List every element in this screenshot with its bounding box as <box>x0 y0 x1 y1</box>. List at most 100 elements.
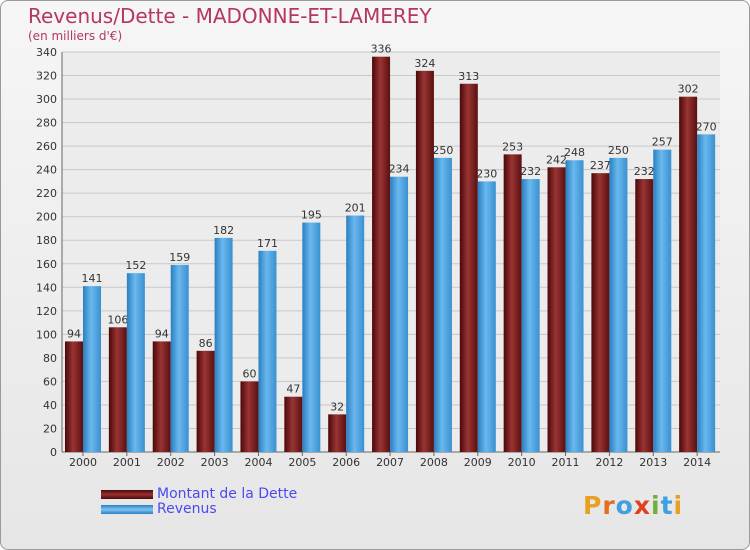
x-tick-label: 2009 <box>464 456 492 469</box>
y-tick-label: 100 <box>36 328 57 341</box>
bar-revenus <box>390 176 409 453</box>
x-tick-label: 2011 <box>552 456 580 469</box>
bar-dette <box>635 179 654 452</box>
data-label-dette: 94 <box>67 327 81 340</box>
x-tick-label: 2008 <box>420 456 448 469</box>
data-label-dette: 232 <box>634 165 655 178</box>
x-tick-label: 2012 <box>595 456 623 469</box>
x-tick-label: 2006 <box>332 456 360 469</box>
bar-dette <box>679 96 698 453</box>
y-tick-label: 0 <box>50 446 57 459</box>
data-label-revenus: 159 <box>169 251 190 264</box>
bar-revenus <box>521 179 540 452</box>
data-label-dette: 106 <box>107 313 128 326</box>
data-label-dette: 253 <box>502 140 523 153</box>
bar-revenus <box>258 250 277 452</box>
data-label-dette: 302 <box>678 83 699 96</box>
data-label-dette: 237 <box>590 159 611 172</box>
legend-swatch-revenus <box>101 505 153 514</box>
data-label-dette: 242 <box>546 153 567 166</box>
x-tick-label: 2001 <box>113 456 141 469</box>
data-label-revenus: 250 <box>432 144 453 157</box>
data-label-revenus: 270 <box>696 120 717 133</box>
bar-dette <box>328 414 347 452</box>
legend-item-dette: Montant de la Dette <box>101 487 297 502</box>
y-tick-label: 180 <box>36 234 57 247</box>
y-tick-label: 300 <box>36 93 57 106</box>
y-tick-label: 220 <box>36 187 57 200</box>
x-tick-label: 2014 <box>683 456 711 469</box>
x-tick-label: 2004 <box>244 456 272 469</box>
data-label-revenus: 141 <box>82 272 103 285</box>
bar-dette <box>415 70 434 452</box>
logo-letter: r <box>602 491 616 520</box>
data-label-revenus: 257 <box>652 136 673 149</box>
y-tick-label: 80 <box>43 352 57 365</box>
x-tick-label: 2010 <box>508 456 536 469</box>
bar-dette <box>547 167 566 452</box>
x-tick-label: 2002 <box>157 456 185 469</box>
legend: Montant de la Dette Revenus <box>101 487 297 517</box>
y-tick-label: 60 <box>43 375 57 388</box>
data-label-revenus: 248 <box>564 146 585 159</box>
chart-subtitle: (en milliers d'€) <box>28 29 123 43</box>
data-label-dette: 86 <box>199 337 213 350</box>
y-tick-label: 40 <box>43 399 57 412</box>
proxiti-logo: Proxiti <box>583 491 683 520</box>
bar-dette <box>284 396 303 452</box>
y-tick-label: 280 <box>36 117 57 130</box>
bar-dette <box>152 341 171 452</box>
bar-dette <box>459 83 478 452</box>
data-label-revenus: 232 <box>520 165 541 178</box>
logo-letter: x <box>633 491 651 520</box>
data-label-dette: 324 <box>414 57 435 70</box>
data-label-revenus: 152 <box>125 259 146 272</box>
bar-dette <box>503 154 522 452</box>
data-label-dette: 313 <box>458 70 479 83</box>
data-label-revenus: 201 <box>345 202 366 215</box>
y-tick-label: 160 <box>36 258 57 271</box>
bar-revenus <box>565 160 584 452</box>
bar-revenus <box>609 157 628 452</box>
bar-dette <box>240 381 259 452</box>
bar-revenus <box>697 134 716 452</box>
data-label-revenus: 182 <box>213 224 234 237</box>
legend-item-revenus: Revenus <box>101 502 297 517</box>
y-tick-label: 200 <box>36 211 57 224</box>
bar-revenus <box>302 222 321 452</box>
data-label-dette: 60 <box>242 367 256 380</box>
data-label-dette: 47 <box>286 383 300 396</box>
legend-swatch-dette <box>101 490 153 499</box>
legend-label-dette: Montant de la Dette <box>157 486 298 502</box>
data-label-dette: 32 <box>330 400 344 413</box>
data-label-revenus: 234 <box>389 163 410 176</box>
logo-letter: P <box>583 491 603 520</box>
data-label-dette: 336 <box>371 43 392 56</box>
chart-title: Revenus/Dette - MADONNE-ET-LAMEREY <box>28 4 432 28</box>
y-tick-label: 320 <box>36 70 57 83</box>
bar-dette <box>196 350 215 452</box>
bar-revenus <box>83 286 101 452</box>
bar-dette <box>108 327 127 452</box>
y-tick-label: 20 <box>43 422 57 435</box>
x-tick-label: 2005 <box>288 456 316 469</box>
data-label-revenus: 195 <box>301 209 322 222</box>
bar-revenus <box>126 273 145 452</box>
y-tick-label: 120 <box>36 305 57 318</box>
y-tick-label: 340 <box>36 46 57 59</box>
y-tick-label: 140 <box>36 281 57 294</box>
bar-revenus <box>653 149 672 452</box>
logo-letter: o <box>615 491 634 520</box>
logo-letter: i <box>651 491 661 520</box>
bar-revenus <box>477 181 496 453</box>
logo-letter: i <box>673 491 684 520</box>
data-label-revenus: 230 <box>476 167 497 180</box>
bar-revenus <box>346 215 365 452</box>
data-label-revenus: 171 <box>257 237 278 250</box>
x-tick-label: 2000 <box>69 456 97 469</box>
data-label-revenus: 250 <box>608 144 629 157</box>
bar-dette <box>591 173 610 453</box>
legend-label-revenus: Revenus <box>157 501 217 517</box>
